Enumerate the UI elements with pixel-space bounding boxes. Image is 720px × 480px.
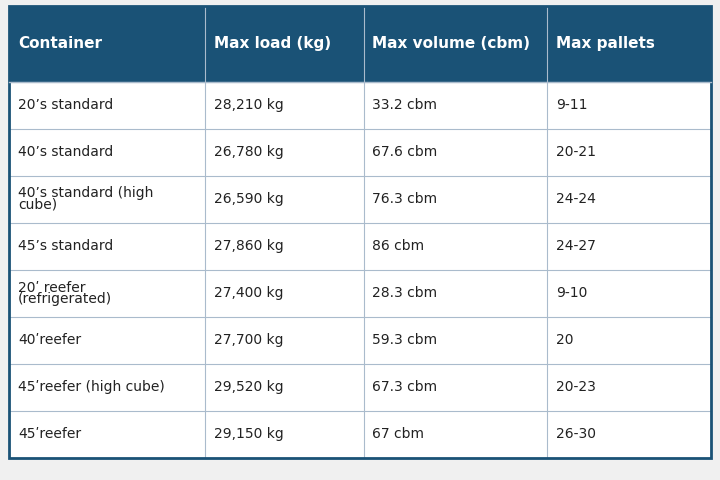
FancyBboxPatch shape [9,364,711,411]
FancyBboxPatch shape [9,129,711,176]
FancyBboxPatch shape [9,223,711,270]
FancyBboxPatch shape [9,6,711,82]
Text: 26,780 kg: 26,780 kg [214,145,284,159]
Text: 9-11: 9-11 [556,98,588,112]
Text: 20ʹ reefer: 20ʹ reefer [18,280,86,295]
FancyBboxPatch shape [9,411,711,458]
Text: 27,400 kg: 27,400 kg [214,286,284,300]
Text: 45ʹreefer (high cube): 45ʹreefer (high cube) [18,380,165,395]
Text: 20-23: 20-23 [556,380,595,395]
FancyBboxPatch shape [9,176,711,223]
Text: 67.3 cbm: 67.3 cbm [372,380,437,395]
Text: 28.3 cbm: 28.3 cbm [372,286,437,300]
Text: 27,700 kg: 27,700 kg [214,333,284,348]
Text: 76.3 cbm: 76.3 cbm [372,192,437,206]
Text: 9-10: 9-10 [556,286,588,300]
Text: 45ʼs standard: 45ʼs standard [18,239,113,253]
Text: 29,150 kg: 29,150 kg [214,427,284,442]
Text: 28,210 kg: 28,210 kg [214,98,284,112]
Text: 40ʼs standard (high: 40ʼs standard (high [18,186,153,201]
Text: cube): cube) [18,198,57,212]
Text: 29,520 kg: 29,520 kg [214,380,284,395]
Text: 40ʼs standard: 40ʼs standard [18,145,113,159]
FancyBboxPatch shape [9,82,711,129]
Text: 33.2 cbm: 33.2 cbm [372,98,437,112]
Text: 26,590 kg: 26,590 kg [214,192,284,206]
Text: 24-24: 24-24 [556,192,595,206]
Text: 40ʹreefer: 40ʹreefer [18,333,81,348]
Text: 67 cbm: 67 cbm [372,427,424,442]
FancyBboxPatch shape [9,270,711,317]
Text: 45ʹreefer: 45ʹreefer [18,427,81,442]
Text: Max volume (cbm): Max volume (cbm) [372,36,530,51]
Text: 26-30: 26-30 [556,427,596,442]
Text: 20ʼs standard: 20ʼs standard [18,98,113,112]
Text: 86 cbm: 86 cbm [372,239,424,253]
Text: 24-27: 24-27 [556,239,595,253]
Text: 27,860 kg: 27,860 kg [214,239,284,253]
Text: Max load (kg): Max load (kg) [214,36,331,51]
Text: 20: 20 [556,333,573,348]
Text: Container: Container [18,36,102,51]
Text: 59.3 cbm: 59.3 cbm [372,333,437,348]
Text: (refrigerated): (refrigerated) [18,292,112,306]
Text: 67.6 cbm: 67.6 cbm [372,145,438,159]
FancyBboxPatch shape [9,317,711,364]
Text: Max pallets: Max pallets [556,36,654,51]
Text: 20-21: 20-21 [556,145,596,159]
